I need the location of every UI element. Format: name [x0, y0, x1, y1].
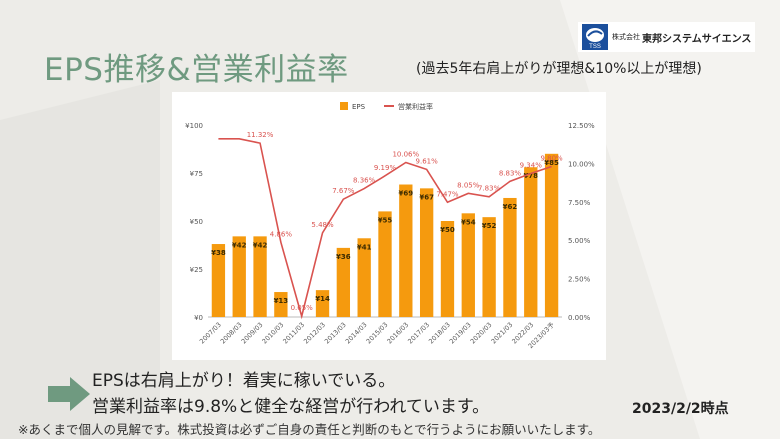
margin-line — [218, 138, 552, 320]
eps-bar-label: ¥50 — [440, 226, 455, 234]
eps-bar — [378, 211, 392, 317]
margin-data-label: 7.67% — [332, 187, 355, 195]
eps-bar — [544, 153, 559, 317]
disclaimer-note: ※あくまで個人の見解です。株式投資は必ずご自身の責任と判断のもとで行うようにお願… — [18, 422, 601, 437]
eps-bar — [461, 213, 475, 317]
y-left-tick-label: ¥25 — [190, 266, 203, 274]
eps-bar-label: ¥85 — [544, 159, 559, 167]
eps-bar-label: ¥52 — [482, 222, 497, 230]
eps-bar — [315, 290, 330, 317]
eps-bar-label: ¥38 — [211, 249, 226, 257]
x-tick-label: 2010/03 — [261, 321, 286, 346]
eps-bar — [524, 167, 538, 317]
eps-bar — [357, 238, 371, 317]
bullet-eps: EPSは右肩上がり！着実に稼いでいる。 — [92, 371, 396, 391]
margin-data-label: 5.48% — [311, 221, 334, 229]
x-tick-label: 2012/03 — [302, 321, 327, 346]
eps-bar — [211, 244, 226, 317]
eps-bar-label: ¥55 — [378, 216, 393, 224]
margin-data-label: 9.34% — [520, 162, 543, 170]
x-tick-label: 2020/03 — [469, 321, 494, 346]
margin-data-label: 7.47% — [436, 190, 459, 198]
company-logo: TSS 株式会社 東邦システムサイエンス — [578, 22, 756, 52]
chart-panel: EPS 営業利益率 ¥0 ¥25 ¥50 ¥75 ¥100 0.00% 2.50% 5.00% 7.… — [172, 92, 606, 360]
margin-data-label: 4.86% — [270, 230, 293, 238]
page-subtitle: (過去5年右肩上がりが理想&10%以上が理想) — [416, 61, 702, 77]
tss-logo-icon: TSS — [582, 24, 608, 50]
y-left-tick-label: ¥0 — [194, 314, 203, 322]
y-right-tick-label: 10.00% — [568, 160, 595, 168]
arrow-right-icon — [48, 377, 90, 411]
margin-data-label: 11.32% — [247, 131, 274, 139]
margin-data-label: 7.83% — [478, 185, 501, 193]
y-right-tick-label: 0.00% — [568, 314, 591, 322]
eps-bar — [274, 292, 288, 317]
eps-bar-label: ¥42 — [232, 241, 247, 249]
x-tick-label: 2018/03 — [427, 321, 452, 346]
eps-bar-label: ¥67 — [419, 193, 434, 201]
eps-bar-label: ¥14 — [315, 295, 330, 303]
x-tick-label: 2021/03 — [490, 321, 515, 346]
x-tick-label: 2015/03 — [365, 321, 390, 346]
eps-bar — [503, 197, 517, 317]
margin-data-label: 10.06% — [392, 150, 419, 158]
page-title: EPS推移&営業利益率 — [44, 52, 349, 88]
legend-label-margin: 営業利益率 — [398, 102, 433, 111]
margin-data-label: 9.80% — [540, 154, 563, 162]
as-of-date: 2023/2/2時点 — [632, 401, 729, 417]
y-right-tick-label: 7.50% — [568, 199, 591, 207]
bullet-margin: 営業利益率は9.8%と健全な経営が行われています。 — [92, 397, 490, 417]
margin-data-label: 9.19% — [374, 164, 397, 172]
eps-bar-label: ¥42 — [253, 241, 268, 249]
eps-bar-label: ¥13 — [274, 297, 289, 305]
x-tick-label: 2009/03 — [240, 321, 265, 346]
eps-bar-label: ¥36 — [336, 253, 351, 261]
y-left-tick-label: ¥100 — [185, 122, 203, 130]
x-tick-label: 2011/03 — [281, 321, 306, 346]
eps-bar — [419, 188, 434, 317]
x-tick-label: 2013/03 — [323, 321, 348, 346]
legend-label-eps: EPS — [352, 103, 366, 111]
eps-bar-label: ¥62 — [503, 203, 518, 211]
x-tick-label: 2014/03 — [344, 321, 369, 346]
eps-bar-label: ¥69 — [399, 190, 414, 198]
x-tick-label: 2008/03 — [219, 321, 244, 346]
y-right-tick-label: 12.50% — [568, 122, 595, 130]
legend-swatch-eps — [340, 102, 348, 110]
x-tick-label: 2019/03 — [448, 321, 473, 346]
logo-company-name: 東邦システムサイエンス — [642, 33, 752, 45]
margin-data-label: 9.61% — [416, 157, 439, 165]
x-tick-label: 2016/03 — [385, 321, 410, 346]
y-right-tick-label: 2.50% — [568, 276, 591, 284]
y-left-tick-label: ¥75 — [190, 170, 203, 178]
eps-bar-label: ¥41 — [357, 243, 372, 251]
margin-data-label: 8.83% — [499, 169, 522, 177]
eps-bar — [440, 221, 455, 317]
y-right-tick-label: 5.00% — [568, 237, 591, 245]
eps-chart: EPS 営業利益率 ¥0 ¥25 ¥50 ¥75 ¥100 0.00% 2.50% 5.00% 7.… — [185, 102, 595, 350]
eps-bar-label: ¥54 — [461, 218, 476, 226]
eps-bar — [482, 217, 496, 317]
eps-bar-label: ¥78 — [523, 172, 538, 180]
eps-bar — [336, 247, 351, 317]
margin-data-label: 8.05% — [457, 181, 480, 189]
x-tick-label: 2017/03 — [406, 321, 431, 346]
eps-bar — [232, 236, 246, 317]
eps-bar — [253, 236, 267, 317]
y-left-tick-label: ¥50 — [190, 218, 203, 226]
logo-small-text: 株式会社 — [612, 33, 640, 41]
logo-mark-text: TSS — [589, 44, 601, 50]
x-tick-label: 2007/03 — [198, 321, 223, 346]
margin-data-label: 8.36% — [353, 177, 376, 185]
margin-data-label: 0.05% — [291, 304, 314, 312]
eps-bar — [399, 184, 413, 317]
